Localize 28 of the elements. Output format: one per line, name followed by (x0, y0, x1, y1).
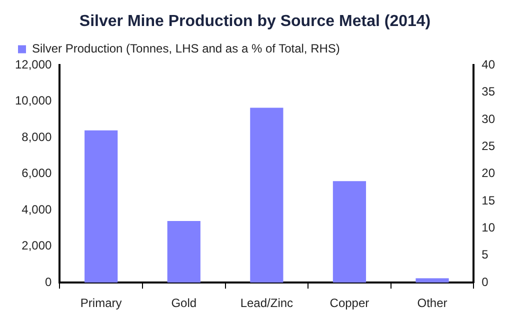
y2-tick-label: 40 (482, 58, 496, 72)
bar (416, 278, 449, 283)
x-tick-label: Other (417, 296, 448, 310)
y-tick-label: 10,000 (15, 94, 52, 108)
y-tick-label: 0 (45, 274, 52, 289)
x-tick-label: Primary (80, 296, 122, 310)
y-tick-label: 6,000 (22, 166, 52, 180)
x-tick-label: Gold (171, 296, 197, 310)
y2-tick-label: 25 (482, 139, 496, 154)
y-tick-label: 8,000 (22, 130, 52, 144)
y-tick-label: 12,000 (15, 58, 52, 72)
bar (84, 130, 118, 283)
y2-tick-label: 35 (482, 84, 496, 99)
bar (332, 181, 366, 283)
x-tick-label: Copper (330, 296, 370, 310)
x-tick-label: Lead/Zinc (240, 296, 294, 310)
y-tick-label: 4,000 (22, 202, 52, 216)
chart-title: Silver Mine Production by Source Metal (2014) (79, 13, 431, 30)
bar (250, 108, 284, 283)
y2-tick-label: 30 (482, 112, 496, 126)
y2-tick-label: 5 (482, 248, 489, 262)
bar (167, 221, 200, 283)
y2-tick-label: 10 (482, 220, 496, 235)
legend-label: Silver Production (Tonnes, LHS and as a % of Total, RHS) (32, 42, 340, 56)
y2-tick-label: 0 (482, 274, 489, 289)
y2-tick-label: 15 (482, 193, 496, 208)
y2-tick-label: 20 (482, 166, 496, 180)
y-tick-label: 2,000 (22, 238, 52, 253)
